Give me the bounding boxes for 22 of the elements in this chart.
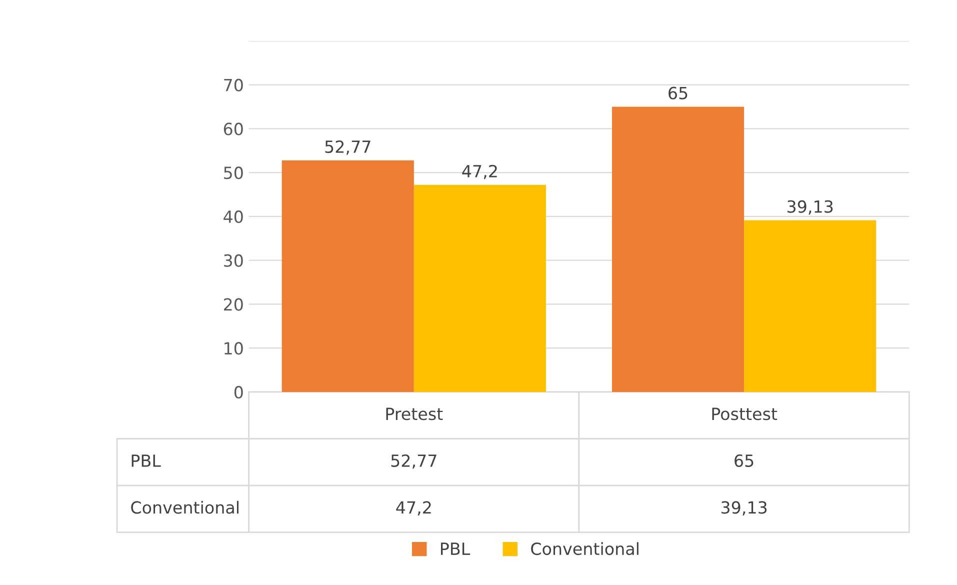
y-tick-label: 70	[224, 78, 243, 92]
text: 52,77	[325, 140, 370, 155]
data-label: 52,77	[391, 454, 436, 469]
y-tick-label: 30	[224, 254, 243, 267]
y-tick-label: 50	[224, 166, 243, 180]
y-tick-label: 0	[234, 386, 243, 399]
data-label: 65	[734, 454, 754, 467]
legend-label: Conventional	[531, 542, 638, 556]
text: 39,13	[788, 200, 833, 215]
text: PBL	[132, 454, 161, 467]
text: Conventional	[131, 500, 238, 514]
x-tick-label: Pretest	[386, 408, 443, 420]
data-label: 39,13	[721, 501, 767, 516]
y-tick-label: 60	[224, 122, 243, 136]
x-tick-label: Posttest	[712, 408, 778, 420]
data-label: 47,2	[396, 501, 431, 516]
y-tick-label: 10	[224, 342, 243, 355]
y-tick-label: 20	[224, 298, 243, 311]
y-tick-label: 40	[224, 210, 243, 224]
text: 47,2	[462, 164, 497, 180]
legend-label: PBL	[441, 542, 470, 555]
text: 65	[668, 86, 688, 100]
